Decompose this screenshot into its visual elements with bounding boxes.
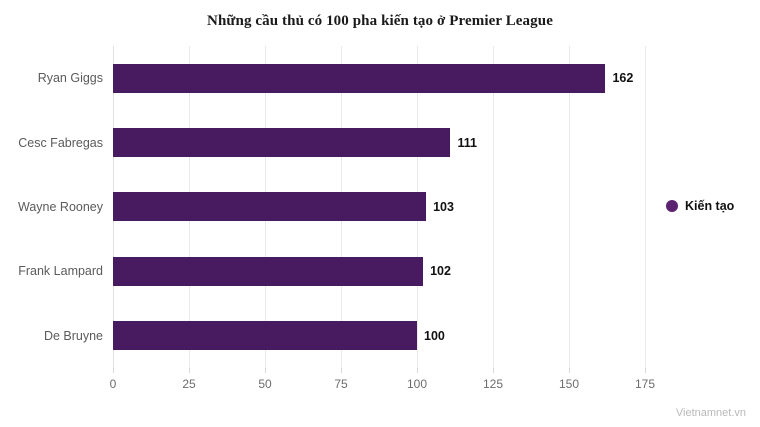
x-tick-label: 50 [258, 377, 272, 391]
category-label-slot: De Bruyne [0, 304, 103, 368]
category-label: Wayne Rooney [18, 199, 103, 214]
category-label: Ryan Giggs [37, 71, 103, 86]
x-tick-mark [645, 368, 646, 373]
y-axis-category-labels: Ryan Giggs Cesc Fabregas Wayne Rooney Frank… [0, 46, 103, 368]
bar[interactable] [113, 256, 424, 286]
x-tick-label: 0 [109, 377, 117, 391]
x-tick-label: 75 [334, 377, 348, 391]
chart-title: Những cầu thủ có 100 pha kiến tạo ở Prem… [207, 13, 553, 29]
gridline-150 [569, 46, 570, 368]
legend-marker-icon [666, 200, 678, 212]
bar-row: 102 [113, 239, 645, 303]
bar-row: 100 [113, 304, 645, 368]
category-label-slot: Wayne Rooney [0, 175, 103, 239]
watermark: Vietnamnet.vn [675, 407, 746, 419]
category-label: Frank Lampard [18, 264, 103, 279]
x-tick-mark [189, 368, 190, 373]
bar-value-label: 103 [433, 199, 454, 214]
x-axis: 0 25 50 75 100 125 150 175 [109, 368, 655, 398]
bar-value-label: 162 [612, 71, 634, 86]
bar-row: 162 [113, 46, 645, 110]
category-label-slot: Cesc Fabregas [0, 110, 103, 174]
x-tick-mark [417, 368, 418, 373]
bar[interactable] [113, 321, 417, 351]
x-tick-mark [265, 368, 266, 373]
bar[interactable] [113, 192, 427, 222]
x-tick-mark [569, 368, 570, 373]
category-label-slot: Ryan Giggs [0, 46, 103, 110]
bar-row: 103 [113, 175, 645, 239]
bar-value-label: 111 [457, 135, 477, 150]
bar[interactable] [113, 63, 606, 93]
category-label: De Bruyne [43, 328, 103, 343]
x-tick-mark [341, 368, 342, 373]
legend-label: Kiến tạo [685, 199, 735, 213]
bar-value-label: 102 [430, 264, 451, 279]
gridline-125 [493, 46, 494, 368]
x-tick-mark [113, 368, 114, 373]
x-tick-label: 150 [558, 377, 580, 391]
plot-area: 162 111 103 102 100 [113, 46, 646, 368]
legend[interactable]: Kiến tạo [666, 198, 734, 214]
x-tick-mark [493, 368, 494, 373]
category-label-slot: Frank Lampard [0, 239, 103, 303]
x-tick-label: 25 [182, 377, 196, 391]
x-tick-label: 125 [482, 377, 504, 391]
bar-value-label: 100 [424, 328, 445, 343]
bar[interactable] [113, 128, 451, 158]
x-tick-label: 175 [634, 377, 656, 391]
gridline-175 [645, 46, 646, 368]
bar-row: 111 [113, 110, 645, 174]
category-label: Cesc Fabregas [18, 135, 103, 150]
x-tick-label: 100 [406, 377, 428, 391]
